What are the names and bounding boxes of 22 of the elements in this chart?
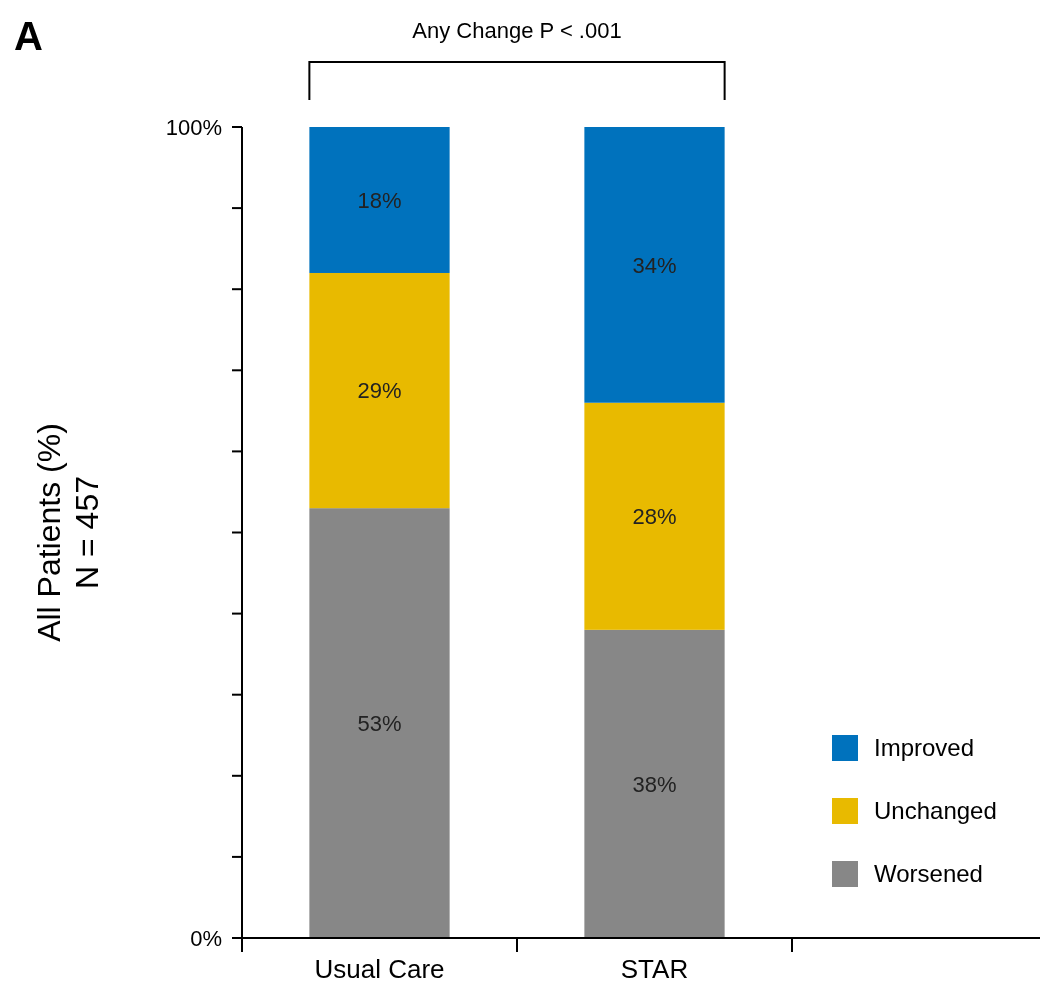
chart-title: A <box>14 14 43 58</box>
data-label: 53% <box>357 710 402 736</box>
bar <box>309 127 450 273</box>
bar <box>584 402 725 630</box>
bar <box>584 629 725 938</box>
y-axis-title: All Patients (%) N = 457 <box>31 423 105 642</box>
y-tick-label: 100% <box>165 114 222 140</box>
x-tick-label: STAR <box>620 954 689 984</box>
bar <box>584 127 725 403</box>
x-tick-label: Usual Care <box>314 954 445 984</box>
legend-label: Improved <box>874 734 975 762</box>
legend-label: Unchanged <box>874 797 997 825</box>
text: Any Change P < .001 <box>412 18 622 43</box>
y-tick-label: 0% <box>190 925 222 951</box>
data-label: 34% <box>632 252 677 278</box>
data-label: 29% <box>357 378 402 404</box>
bar <box>309 272 450 509</box>
data-label: 38% <box>632 771 677 797</box>
bar <box>309 508 450 938</box>
data-label: 18% <box>357 187 402 213</box>
legend-label: Worsened <box>874 860 983 888</box>
data-label: 28% <box>632 503 677 529</box>
